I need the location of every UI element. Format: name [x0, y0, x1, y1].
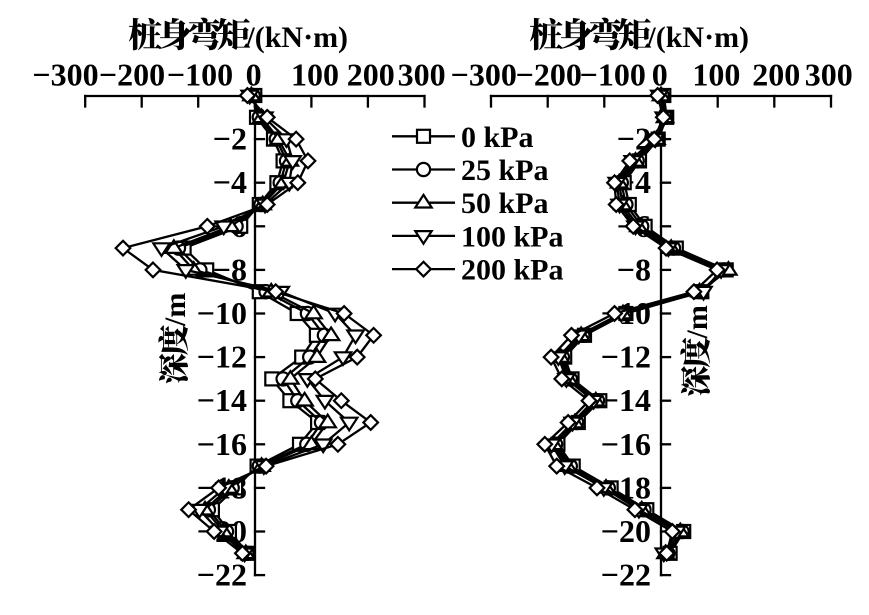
svg-text:−12: −12: [197, 339, 247, 375]
svg-text:−20: −20: [601, 513, 651, 549]
svg-text:−4: −4: [213, 164, 247, 200]
svg-text:−300: −300: [451, 57, 517, 93]
svg-text:−100: −100: [580, 57, 646, 93]
svg-text:−12: −12: [601, 339, 651, 375]
svg-text:200: 200: [752, 57, 800, 93]
svg-text:−14: −14: [601, 382, 651, 418]
svg-text:/m: /m: [159, 293, 192, 327]
svg-text:0: 0: [246, 57, 262, 93]
svg-text:−100: −100: [167, 57, 233, 93]
svg-text:300: 300: [805, 57, 853, 93]
svg-text:−10: −10: [197, 295, 247, 331]
svg-text:−8: −8: [617, 251, 651, 287]
svg-text:0 kPa: 0 kPa: [461, 121, 534, 154]
svg-text:200 kPa: 200 kPa: [461, 254, 564, 287]
svg-text:−200: −200: [516, 57, 582, 93]
svg-text:100 kPa: 100 kPa: [461, 220, 564, 253]
svg-text:−200: −200: [99, 57, 165, 93]
svg-text:0: 0: [652, 57, 668, 93]
svg-text:−16: −16: [601, 426, 651, 462]
svg-text:/(kN·m): /(kN·m): [646, 21, 749, 54]
svg-text:100: 100: [291, 57, 339, 93]
svg-text:/(kN·m): /(kN·m): [245, 21, 348, 54]
svg-text:−300: −300: [32, 57, 98, 93]
svg-text:−16: −16: [197, 426, 247, 462]
svg-text:−2: −2: [213, 121, 247, 157]
svg-text:−22: −22: [601, 557, 651, 593]
svg-text:200: 200: [347, 57, 395, 93]
svg-text:25 kPa: 25 kPa: [461, 154, 549, 187]
svg-text:100: 100: [692, 57, 740, 93]
svg-text:50 kPa: 50 kPa: [461, 187, 549, 220]
svg-text:300: 300: [398, 57, 446, 93]
svg-text:−14: −14: [197, 382, 247, 418]
svg-text:−22: −22: [197, 557, 247, 593]
svg-text:/m: /m: [681, 305, 714, 339]
